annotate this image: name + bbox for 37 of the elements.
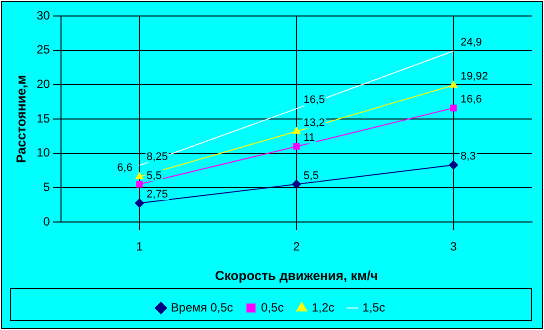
data-label: 8,3 xyxy=(460,150,476,163)
data-label: 16,6 xyxy=(460,94,482,106)
legend-label: 0,5с xyxy=(261,300,284,314)
point xyxy=(450,80,458,88)
y-tick-label: 5 xyxy=(43,180,50,194)
point xyxy=(292,126,300,134)
point xyxy=(136,180,143,188)
y-tick-label: 10 xyxy=(36,146,50,160)
point xyxy=(448,160,458,170)
y-tick-label: 25 xyxy=(36,42,50,57)
point xyxy=(135,172,144,180)
x-axis-title: Скорость движения, км/ч xyxy=(214,268,378,283)
legend-label: 1,2с xyxy=(312,300,334,314)
data-label: 8,25 xyxy=(146,150,168,163)
data-label: 13,2 xyxy=(303,116,325,129)
data-label: 19,92 xyxy=(460,70,488,83)
legend-label: Время 0,5с xyxy=(170,300,234,314)
y-tick-label: 30 xyxy=(36,8,50,22)
data-label: 5,5 xyxy=(146,170,162,182)
point xyxy=(293,143,300,150)
y-axis-title: Расстояние,м xyxy=(13,74,28,164)
data-label: 16,5 xyxy=(303,94,325,106)
point xyxy=(450,104,457,112)
point xyxy=(134,198,144,208)
y-tick-label: 20 xyxy=(36,76,50,91)
y-tick-label: 0 xyxy=(43,214,50,228)
x-tick-label: 1 xyxy=(136,240,144,254)
data-label: 6,6 xyxy=(117,162,132,174)
data-label: 11 xyxy=(303,132,315,144)
data-label: 5,5 xyxy=(303,170,319,182)
legend-label: 1,5с xyxy=(362,300,386,314)
point xyxy=(292,180,301,189)
x-tick-label: 3 xyxy=(450,240,458,254)
x-tick-label: 2 xyxy=(293,240,300,254)
y-tick-label: 15 xyxy=(36,111,50,126)
data-label: 2,75 xyxy=(146,188,168,201)
data-label: 24,9 xyxy=(460,36,482,49)
